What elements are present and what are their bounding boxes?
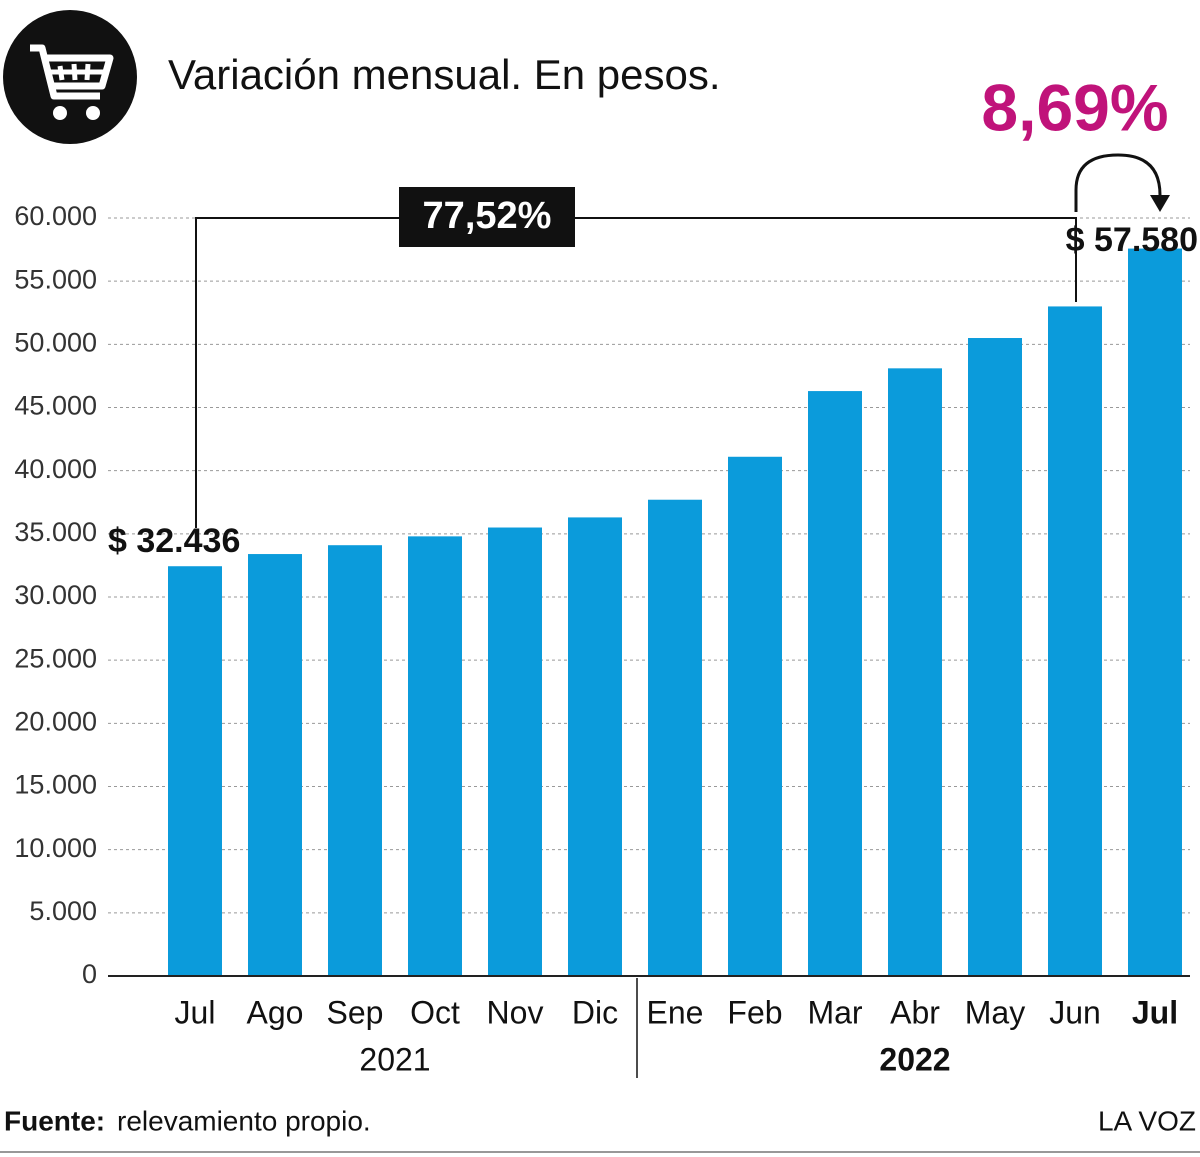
y-tick-label: 0 [82, 959, 97, 989]
y-tick-label: 40.000 [14, 454, 97, 484]
chart-title: Variación mensual. En pesos. [168, 51, 721, 98]
change-box [399, 187, 575, 247]
bar [408, 536, 462, 976]
bar [168, 566, 222, 976]
bar [328, 545, 382, 976]
arrow-head [1150, 195, 1170, 212]
x-tick-label: Jul [1132, 994, 1178, 1030]
y-tick-label: 15.000 [14, 770, 97, 800]
y-tick-label: 55.000 [14, 264, 97, 294]
year-label: 2022 [879, 1041, 950, 1077]
x-tick-label: Mar [807, 994, 862, 1030]
x-tick-label: Sep [327, 994, 384, 1030]
y-tick-label: 5.000 [29, 896, 97, 926]
year-label: 2021 [359, 1041, 430, 1077]
y-tick-label: 25.000 [14, 643, 97, 673]
y-tick-label: 10.000 [14, 833, 97, 863]
total-change: 77,52% [423, 195, 552, 237]
x-tick-label: Dic [572, 994, 618, 1030]
plot: 0 5.000 10.000 15.000 20.000 25.000 30.000 35.0… [14, 201, 1198, 1077]
bracket [195, 217, 1077, 528]
brand: LA VOZ [1098, 1105, 1196, 1136]
cart-icon [3, 10, 137, 144]
bar [248, 554, 302, 976]
y-tick-label: 45.000 [14, 391, 97, 421]
bar [808, 391, 862, 976]
bar [1128, 248, 1182, 977]
bar [728, 456, 782, 976]
bar [488, 527, 542, 976]
y-tick-label: 60.000 [14, 201, 97, 231]
y-tick-label: 35.000 [14, 517, 97, 547]
x-tick-label: Feb [727, 994, 782, 1030]
bar [888, 368, 942, 976]
arrow [1074, 153, 1162, 212]
x-tick-label: Jun [1049, 994, 1101, 1030]
value-label: $ 32.436 [108, 522, 240, 560]
monthly-change: 8,69% [981, 70, 1168, 144]
value-label: $ 57.580 [1066, 221, 1198, 259]
y-tick-label: 30.000 [14, 580, 97, 610]
x-tick-label: Oct [410, 994, 460, 1030]
x-tick-label: Ene [647, 994, 704, 1030]
source-label: Fuente: [4, 1105, 105, 1136]
bar [648, 499, 702, 976]
x-tick-label: Ago [247, 994, 304, 1030]
bar [1048, 306, 1102, 976]
y-tick-label: 50.000 [14, 327, 97, 357]
bar [568, 517, 622, 976]
x-tick-label: May [965, 994, 1025, 1030]
bar [968, 338, 1022, 976]
x-tick-label: Abr [890, 994, 940, 1030]
x-tick-label: Jul [175, 994, 216, 1030]
y-tick-label: 20.000 [14, 706, 97, 736]
x-tick-label: Nov [487, 994, 544, 1030]
source: relevamiento propio. [117, 1105, 371, 1136]
